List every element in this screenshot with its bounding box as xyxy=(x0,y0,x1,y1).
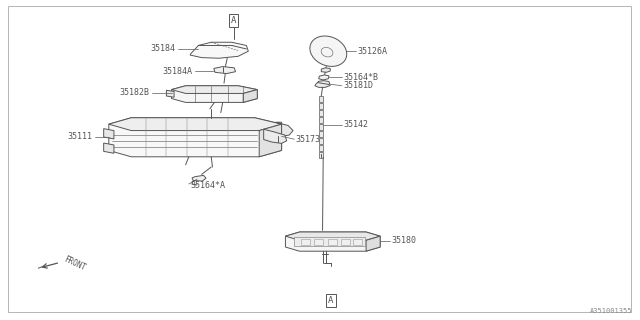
Polygon shape xyxy=(285,232,380,251)
Polygon shape xyxy=(294,237,365,246)
Text: A: A xyxy=(231,16,236,25)
Polygon shape xyxy=(353,239,362,245)
Polygon shape xyxy=(192,175,206,181)
Polygon shape xyxy=(109,118,282,131)
Polygon shape xyxy=(319,96,323,102)
Polygon shape xyxy=(319,117,323,123)
Text: 35164*A: 35164*A xyxy=(190,181,225,190)
Polygon shape xyxy=(319,75,329,80)
Text: 35164*B: 35164*B xyxy=(343,73,378,82)
Text: FRONT: FRONT xyxy=(63,255,88,273)
Polygon shape xyxy=(259,124,282,157)
Polygon shape xyxy=(243,90,257,102)
Polygon shape xyxy=(172,86,257,102)
Polygon shape xyxy=(172,86,257,93)
Polygon shape xyxy=(319,145,323,151)
Text: 35173: 35173 xyxy=(296,135,321,144)
Text: 35184: 35184 xyxy=(150,44,175,53)
Text: 35142: 35142 xyxy=(343,120,368,129)
Polygon shape xyxy=(301,239,310,245)
Polygon shape xyxy=(319,124,323,130)
Text: 35182B: 35182B xyxy=(120,88,150,97)
Polygon shape xyxy=(328,239,337,245)
Polygon shape xyxy=(104,129,114,139)
Polygon shape xyxy=(264,129,287,143)
Polygon shape xyxy=(275,122,293,136)
Polygon shape xyxy=(315,81,330,87)
Polygon shape xyxy=(321,68,330,72)
Text: 35184A: 35184A xyxy=(162,67,192,76)
Ellipse shape xyxy=(310,36,347,67)
Polygon shape xyxy=(319,138,323,144)
Polygon shape xyxy=(319,103,323,109)
Polygon shape xyxy=(319,131,323,137)
Text: 35181D: 35181D xyxy=(343,81,373,90)
Polygon shape xyxy=(319,152,323,158)
Polygon shape xyxy=(319,110,323,116)
Polygon shape xyxy=(104,143,114,153)
Polygon shape xyxy=(190,42,248,58)
Polygon shape xyxy=(285,232,380,240)
Text: A351001355: A351001355 xyxy=(590,308,632,314)
Polygon shape xyxy=(109,118,282,157)
Polygon shape xyxy=(214,67,236,74)
Polygon shape xyxy=(314,239,323,245)
Text: 35126A: 35126A xyxy=(357,47,387,56)
Polygon shape xyxy=(341,239,350,245)
Polygon shape xyxy=(166,90,174,97)
Polygon shape xyxy=(366,236,380,251)
Text: A: A xyxy=(328,296,333,305)
Text: 35180: 35180 xyxy=(392,236,417,245)
Text: 35111: 35111 xyxy=(67,132,92,141)
